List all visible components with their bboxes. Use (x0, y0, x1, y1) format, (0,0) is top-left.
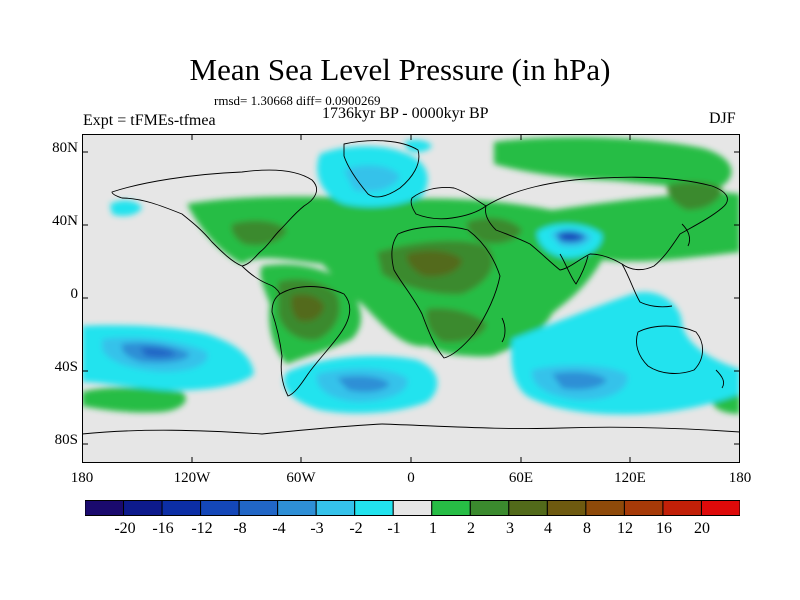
lat-label-80s: 80S (54, 432, 78, 448)
colorbar-box (662, 500, 702, 516)
colorbar-label: -8 (233, 520, 247, 537)
negative-region-greenland-north (404, 139, 432, 153)
colorbar-label: 16 (656, 520, 672, 537)
colorbar-label: 12 (617, 520, 633, 537)
colorbar-box (546, 500, 587, 516)
negative-region-south-pacific-4 (140, 347, 176, 358)
colorbar (85, 500, 740, 516)
positive-region-south-pacific-west (82, 387, 186, 413)
colorbar-label: -3 (310, 520, 324, 537)
lat-label-40n: 40N (52, 213, 78, 229)
colorbar-box (700, 500, 740, 516)
lat-label-0: 0 (70, 286, 79, 302)
negative-region-north-pacific (110, 200, 142, 216)
colorbar-label: 20 (694, 520, 710, 537)
map-ticks (82, 134, 740, 463)
lon-label-0: 0 (407, 470, 415, 486)
colorbar-box (200, 500, 240, 516)
experiment-label: Expt = tFMEs-tfmea (83, 112, 216, 129)
positive-region-kamchatka-3 (667, 181, 722, 210)
positive-region-siberia (494, 137, 732, 188)
lon-label-180w: 180 (70, 470, 94, 486)
pressure-map (82, 134, 740, 463)
lon-label-60e: 60E (508, 470, 534, 486)
coast-central-america (241, 265, 281, 295)
positive-region-arabia-3 (466, 217, 522, 244)
coast-europe (410, 187, 487, 220)
colorbar-label: 3 (506, 520, 514, 537)
coast-south-america (271, 286, 351, 397)
coast-asia (485, 176, 728, 271)
coast-antarctica (82, 423, 740, 435)
colorbar-label: 2 (467, 520, 475, 537)
colorbar-label: -12 (191, 520, 213, 537)
contour-fills (82, 137, 740, 415)
colorbar-box (277, 500, 317, 516)
colorbar-box (315, 500, 356, 516)
colorbar-box (354, 500, 394, 516)
colorbar-box (431, 500, 471, 516)
colorbar-label: -2 (349, 520, 363, 537)
colorbar-label: 1 (429, 520, 437, 537)
colorbar-box (238, 500, 279, 516)
coast-madagascar (501, 317, 506, 343)
coast-japan (681, 223, 691, 247)
colorbar-box (85, 500, 125, 516)
period-label: 1736kyr BP - 0000kyr BP (322, 105, 489, 122)
coast-new-zealand (715, 369, 725, 389)
coast-india (559, 253, 589, 285)
coast-greenland (343, 140, 420, 198)
negative-region-tibet-8 (562, 233, 579, 240)
negative-region-south-atlantic-3 (337, 376, 390, 392)
negative-region-indian-ocean-3 (552, 372, 607, 390)
chart-title: Mean Sea Level Pressure (in hPa) (189, 52, 611, 87)
season-label: DJF (709, 110, 736, 127)
coast-australia (636, 325, 703, 374)
colorbar-label: 8 (583, 520, 591, 537)
lon-label-180e: 180 (728, 470, 752, 486)
negative-region-greenland-2 (344, 165, 400, 192)
colorbar-box (469, 500, 510, 516)
coast-southeast-asia (621, 263, 673, 308)
positive-region-south-america-4 (291, 294, 324, 322)
coast-africa (391, 226, 501, 359)
coast-north-america (111, 169, 317, 267)
colorbar-box (392, 500, 433, 516)
colorbar-box (623, 500, 664, 516)
colorbar-box (508, 500, 548, 516)
positive-region-southern-africa-3 (426, 308, 487, 343)
colorbar-box (585, 500, 625, 516)
stats-line: rmsd= 1.30668 diff= 0.0900269 (214, 93, 381, 108)
colorbar-label: -4 (272, 520, 286, 537)
lat-label-80n: 80N (52, 140, 78, 156)
coastlines (82, 140, 740, 435)
colorbar-box (161, 500, 202, 516)
positive-region-north-america-3 (231, 220, 287, 246)
lat-label-40s: 40S (54, 359, 78, 375)
colorbar-label: 4 (544, 520, 552, 537)
colorbar-box (123, 500, 163, 516)
lon-label-60w: 60W (286, 470, 316, 486)
positive-region-sahara-4 (406, 250, 462, 277)
colorbar-label: -20 (114, 520, 136, 537)
colorbar-label: -1 (387, 520, 401, 537)
colorbar-label: -16 (152, 520, 174, 537)
lon-label-120w: 120W (173, 470, 211, 486)
lon-label-120e: 120E (614, 470, 646, 486)
